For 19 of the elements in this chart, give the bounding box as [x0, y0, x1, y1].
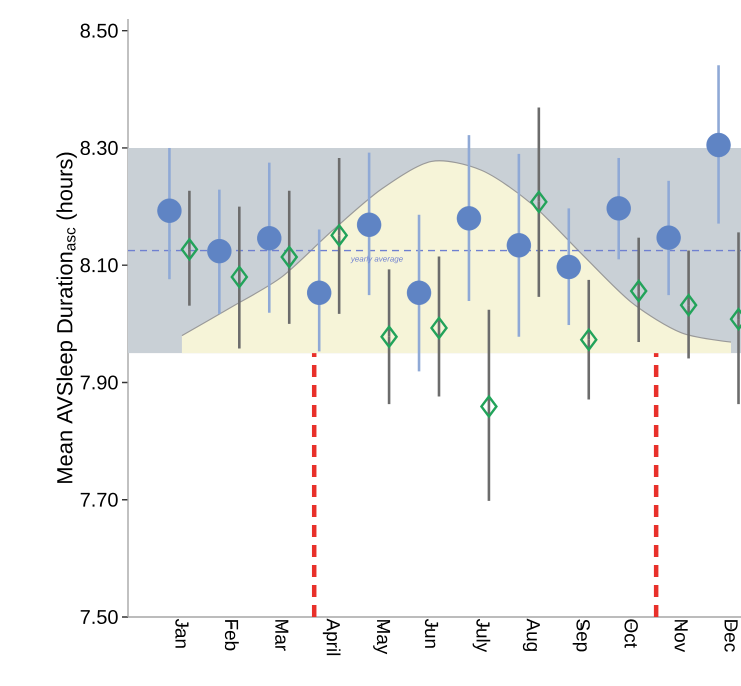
y-tick-label: 8.10: [80, 258, 118, 272]
y-tick-label: 8.50: [80, 24, 118, 38]
y-axis-title: Mean AVSleep Duration$_{asc}$ (hours): [56, 152, 77, 483]
y-tick-label: 7.70: [80, 492, 118, 507]
x-tick-label: Mar: [275, 620, 288, 651]
y-tick-label: 8.30: [80, 140, 118, 156]
x-tick-label: Nov: [674, 620, 688, 652]
x-tick-label: Sep: [572, 619, 590, 652]
y-tick-label: 7.50: [80, 610, 118, 624]
x-tick-label: July: [472, 618, 490, 652]
x-tick-label: Jan: [175, 618, 189, 648]
x-tick-label: April: [322, 618, 340, 656]
y-tick-label: 7.90: [80, 375, 118, 390]
x-tick-label: Aug: [522, 618, 540, 651]
x-tick-label: Jun: [424, 618, 438, 648]
x-tick-label: Oct: [624, 619, 638, 648]
x-tick-label: May: [373, 620, 390, 654]
x-tick-label: Dec: [724, 620, 738, 652]
x-tick-label: Feb: [224, 620, 239, 650]
